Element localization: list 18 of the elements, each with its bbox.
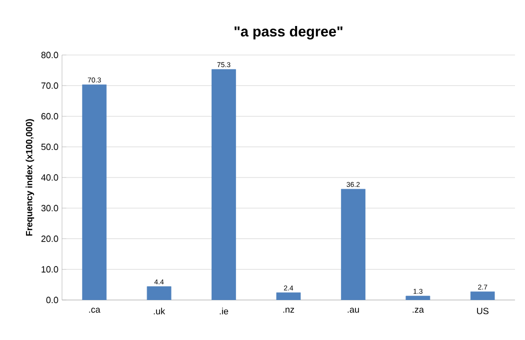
y-tick-label: 70.0	[41, 82, 58, 89]
y-tick-label: 30.0	[41, 204, 58, 212]
chart-title: "a pass degree"	[234, 26, 342, 40]
y-tick-label: 80.0	[41, 52, 58, 58]
x-tick-label: .ie	[220, 308, 228, 314]
y-tick-label: 10.0	[42, 266, 58, 273]
x-tick-label: .uk	[154, 308, 166, 314]
y-tick-label: 0.0	[46, 296, 58, 304]
y-tick-label: 20.0	[41, 236, 58, 242]
x-tick-label: .ca	[89, 308, 100, 313]
y-tick-label: 60.0	[41, 113, 58, 120]
x-tick-label: .nz	[283, 308, 294, 313]
y-tick-label: 40.0	[41, 174, 58, 181]
x-tick-label: US	[477, 308, 488, 314]
x-tick-label: .za	[412, 308, 424, 313]
y-tick-label: 50.0	[41, 144, 58, 150]
x-tick-label: .au	[348, 308, 359, 313]
y-axis-title: Frequency index (x100,000)	[26, 119, 34, 236]
